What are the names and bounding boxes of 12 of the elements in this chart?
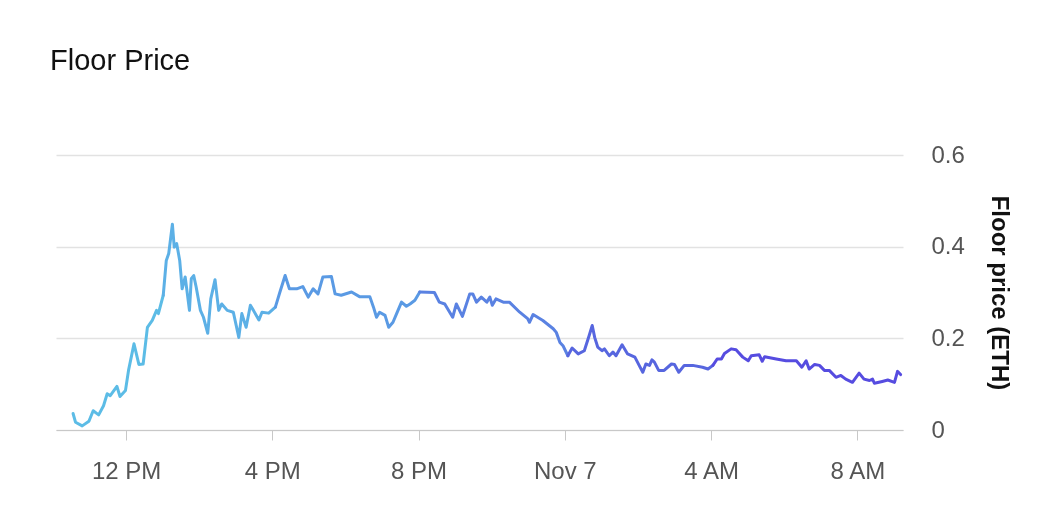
- x-tick-label: Nov 7: [533, 456, 597, 484]
- x-tick-label: 4 AM: [684, 456, 739, 484]
- y-axis-title: Floor price (ETH): [986, 195, 1014, 391]
- chart-title: Floor Price: [50, 44, 191, 76]
- x-tick-label: 8 AM: [830, 456, 886, 484]
- y-tick-label: 0.2: [931, 323, 965, 351]
- y-tick-label: 0: [931, 415, 945, 443]
- y-tick-label: 0.4: [931, 232, 965, 260]
- x-tick-label: 8 PM: [391, 456, 448, 484]
- x-tick-label: 12 PM: [91, 456, 162, 484]
- x-tick-label: 4 PM: [244, 456, 301, 484]
- y-tick-label: 0.6: [931, 140, 965, 168]
